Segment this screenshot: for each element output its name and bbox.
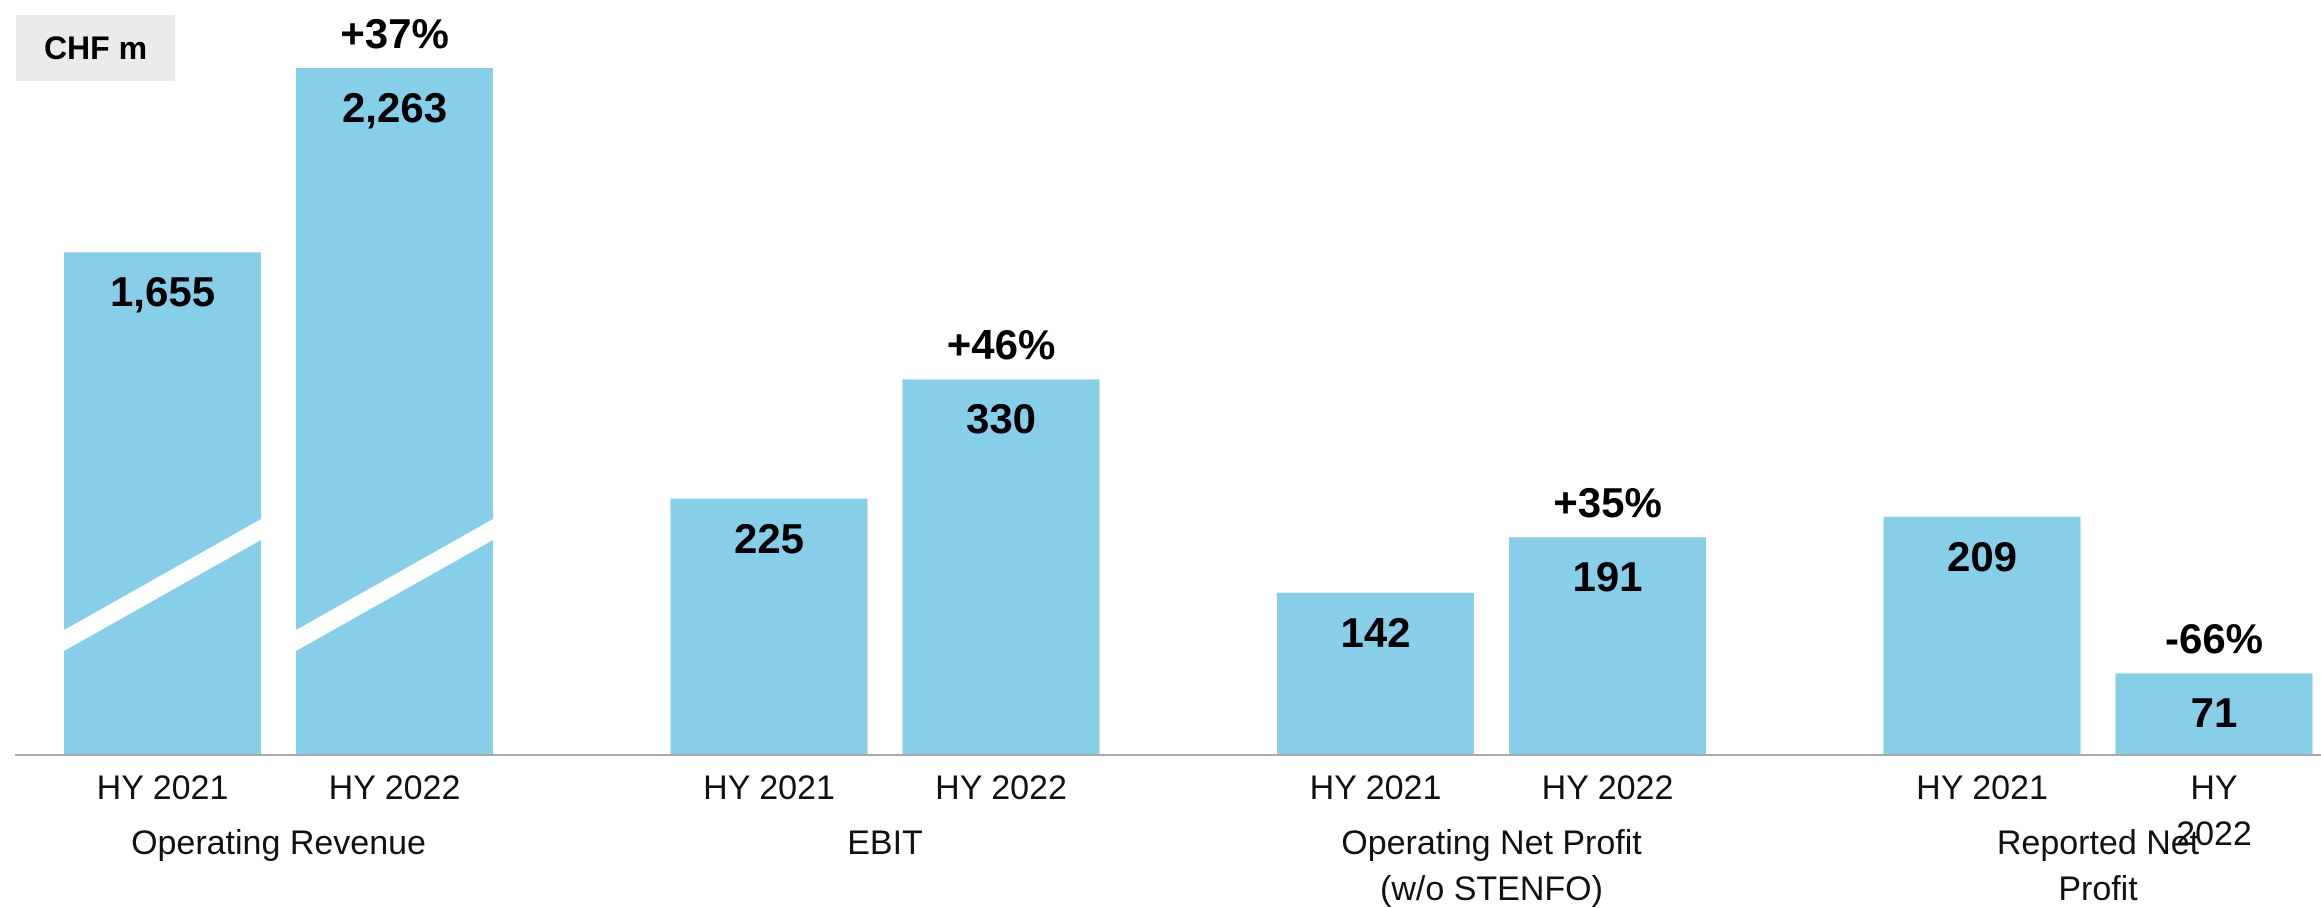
period-label: HY 2022 [2176, 769, 2252, 853]
category-label: EBIT [847, 824, 923, 862]
period-label: HY 2021 [703, 769, 835, 807]
bar [1277, 592, 1474, 754]
value-label: 1,655 [109, 268, 216, 316]
value-label: 225 [733, 514, 805, 562]
period-label: HY 2021 [1916, 769, 2048, 807]
period-label: HY 2021 [1309, 769, 1442, 807]
bar [64, 252, 261, 754]
value-label: 2,263 [341, 84, 448, 131]
category-label: Operating Revenue [131, 824, 426, 862]
bar [1883, 516, 2081, 754]
category-label: Operating Net Profit (w/o STENFO) [1341, 824, 1642, 908]
category-label: Reported Net Profit [1996, 824, 2200, 908]
period-label: HY 2022 [1541, 769, 1674, 807]
bar [670, 498, 868, 754]
period-label: HY 2022 [935, 769, 1067, 807]
bar [1509, 537, 1706, 754]
value-label: 209 [1946, 532, 2018, 580]
unit-label: CHF m [16, 15, 175, 81]
bar [296, 68, 493, 754]
bar [2115, 673, 2313, 754]
change-label: +46% [946, 321, 1056, 369]
period-label: HY 2022 [328, 769, 461, 807]
period-label: HY 2021 [96, 769, 229, 807]
value-label: 142 [1340, 608, 1411, 656]
change-label: -66% [2164, 615, 2264, 663]
value-label: 330 [965, 395, 1037, 443]
axis-break [64, 519, 261, 651]
value-label: 71 [2190, 689, 2238, 737]
axis-break [296, 519, 493, 651]
change-label: +37% [340, 10, 449, 57]
bar [902, 379, 1100, 754]
change-label: +35% [1553, 479, 1662, 527]
value-label: 191 [1572, 553, 1643, 601]
